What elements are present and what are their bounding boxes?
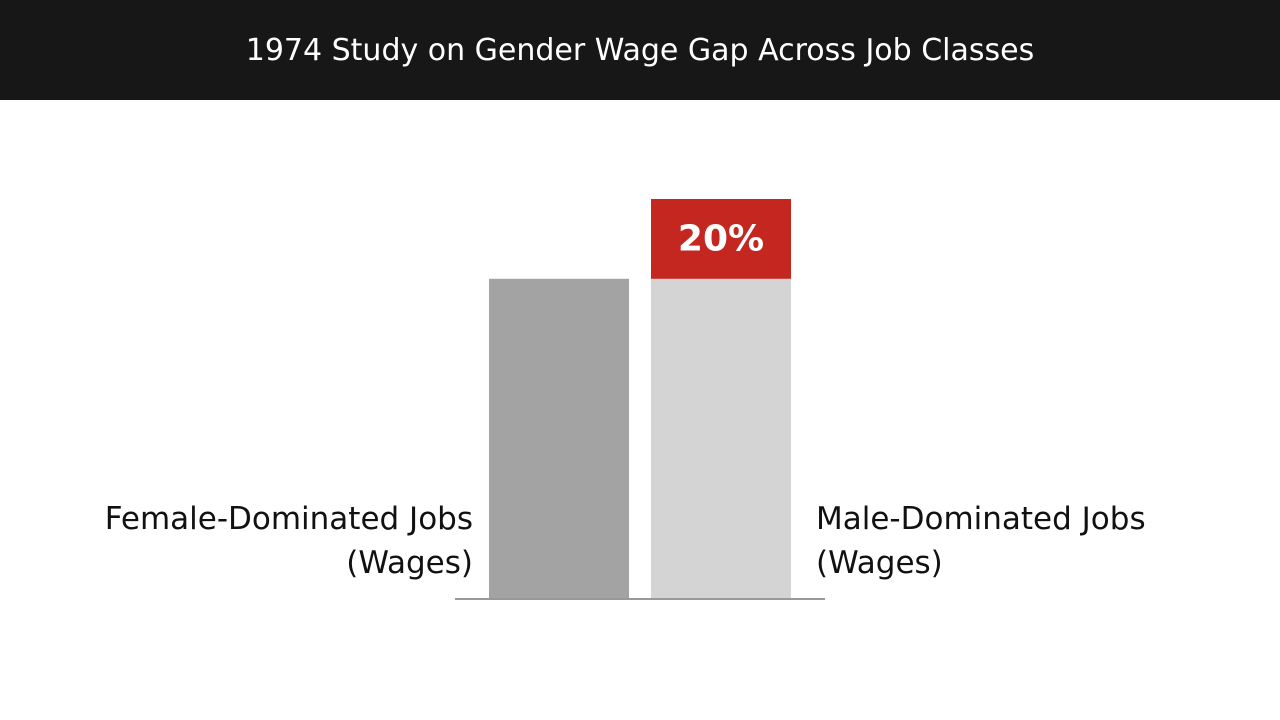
bar-segment (651, 278, 791, 598)
bar-segment (651, 199, 791, 279)
bar-segment (489, 278, 629, 598)
data-label: 20% (678, 218, 764, 259)
category-label: Male-Dominated Jobs (Wages) (816, 501, 1146, 581)
category-label: Female-Dominated Jobs (Wages) (104, 501, 473, 581)
header: 1974 Study on Gender Wage Gap Across Job… (0, 0, 1280, 100)
chart-title: 1974 Study on Gender Wage Gap Across Job… (245, 32, 1035, 68)
